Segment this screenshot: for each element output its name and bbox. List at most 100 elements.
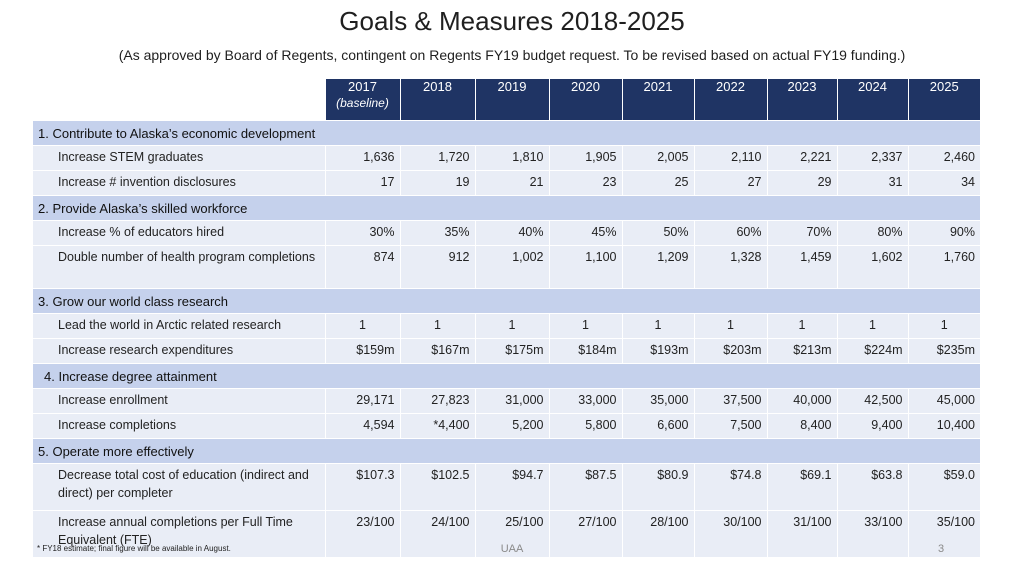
measure-value-2023: 70%	[766, 220, 837, 246]
measure-value-2017: 30%	[324, 220, 400, 246]
measure-value-2020: 1,100	[548, 245, 622, 289]
measure-value-2017: 4,594	[324, 413, 400, 439]
measure-value-2021: 35,000	[621, 388, 694, 414]
measure-label: Increase # invention disclosures	[33, 170, 325, 196]
measure-value-2022: 27	[693, 170, 767, 196]
measure-row: Double number of health program completi…	[33, 245, 980, 289]
measure-value-2018: 27,823	[399, 388, 475, 414]
measure-value-2017: $107.3	[324, 463, 400, 511]
measure-value-2018: 19	[399, 170, 475, 196]
measure-value-2021: $80.9	[621, 463, 694, 511]
measure-value-2025: 1	[907, 313, 980, 339]
measure-value-2025: 34	[907, 170, 980, 196]
footer-label: UAA	[500, 543, 524, 555]
measure-value-2021: 6,600	[621, 413, 694, 439]
measure-value-2019: 21	[474, 170, 549, 196]
measure-value-2022: 1	[693, 313, 767, 339]
measure-row: Increase # invention disclosures 17 19 21 23…	[33, 170, 980, 196]
measure-row: Increase annual completions per Full Tim…	[33, 510, 980, 557]
measure-value-2020: 33,000	[548, 388, 622, 414]
goal-label: 4. Increase degree attainment	[33, 363, 980, 389]
measure-label: Increase annual completions per Full Tim…	[33, 510, 325, 557]
measure-value-2019: $94.7	[474, 463, 549, 511]
header-year-2017: 2017 (baseline)	[324, 79, 400, 121]
measure-value-2021: $193m	[621, 338, 694, 364]
goal-row: 1. Contribute to Alaska’s economic devel…	[33, 120, 980, 146]
header-year-label: 2017	[348, 79, 377, 94]
measure-value-2017: 23/100	[324, 510, 400, 557]
measure-row: Increase completions 4,594 *4,400 5,200 5,80…	[33, 413, 980, 439]
measure-value-2018: $167m	[399, 338, 475, 364]
goal-row: 4. Increase degree attainment	[33, 363, 980, 389]
measure-value-2021: 2,005	[621, 145, 694, 171]
measure-value-2017: 17	[324, 170, 400, 196]
measure-value-2020: 45%	[548, 220, 622, 246]
measure-value-2018: *4,400	[399, 413, 475, 439]
measure-value-2018: 1,720	[399, 145, 475, 171]
header-year-2022: 2022	[693, 79, 767, 121]
measure-value-2021: 28/100	[621, 510, 694, 557]
measure-value-2019: 25/100	[474, 510, 549, 557]
measure-label: Lead the world in Arctic related researc…	[33, 313, 325, 339]
measure-value-2025: $235m	[907, 338, 980, 364]
goals-table: 2017 (baseline) 2018 2019 2020 2021 2022…	[33, 79, 980, 557]
measure-value-2024: 42,500	[836, 388, 908, 414]
measure-value-2022: 37,500	[693, 388, 767, 414]
measure-value-2021: 25	[621, 170, 694, 196]
measure-value-2022: $74.8	[693, 463, 767, 511]
measure-value-2024: 2,337	[836, 145, 908, 171]
measure-value-2018: 912	[399, 245, 475, 289]
measure-value-2025: 45,000	[907, 388, 980, 414]
measure-label: Increase research expenditures	[33, 338, 325, 364]
goal-row: 3. Grow our world class research	[33, 288, 980, 314]
page-subtitle: (As approved by Board of Regents, contin…	[118, 47, 906, 63]
measure-value-2024: 31	[836, 170, 908, 196]
measure-label: Double number of health program completi…	[33, 245, 325, 289]
page-number: 3	[938, 543, 945, 555]
measure-value-2022: 30/100	[693, 510, 767, 557]
measure-label: Increase % of educators hired	[33, 220, 325, 246]
goal-label: 5. Operate more effectively	[33, 438, 980, 464]
measure-label: Increase STEM graduates	[33, 145, 325, 171]
measure-row: Decrease total cost of education (indire…	[33, 463, 980, 511]
measure-label: Increase completions	[33, 413, 325, 439]
measure-value-2023: 40,000	[766, 388, 837, 414]
measure-value-2019: 5,200	[474, 413, 549, 439]
header-year-2025: 2025	[907, 79, 980, 121]
measure-value-2021: 1,209	[621, 245, 694, 289]
measure-value-2021: 1	[621, 313, 694, 339]
measure-label: Increase enrollment	[33, 388, 325, 414]
measure-row: Increase research expenditures $159m $167m…	[33, 338, 980, 364]
header-row: 2017 (baseline) 2018 2019 2020 2021 2022…	[33, 79, 980, 121]
measure-value-2021: 50%	[621, 220, 694, 246]
measure-value-2019: 1	[474, 313, 549, 339]
page-title: Goals & Measures 2018-2025	[339, 6, 685, 36]
measure-value-2017: 874	[324, 245, 400, 289]
goal-label: 1. Contribute to Alaska’s economic devel…	[33, 120, 980, 146]
measure-value-2022: 2,110	[693, 145, 767, 171]
measure-value-2023: 8,400	[766, 413, 837, 439]
header-year-2018: 2018	[399, 79, 475, 121]
measure-value-2020: 1	[548, 313, 622, 339]
measure-value-2022: 7,500	[693, 413, 767, 439]
measure-value-2017: 1,636	[324, 145, 400, 171]
measure-value-2025: 2,460	[907, 145, 980, 171]
footnote: * FY18 estimate; final figure will be av…	[37, 544, 231, 553]
measure-value-2020: 27/100	[548, 510, 622, 557]
measure-value-2024: 80%	[836, 220, 908, 246]
measure-value-2020: $87.5	[548, 463, 622, 511]
measure-value-2022: 1,328	[693, 245, 767, 289]
measure-value-2018: 1	[399, 313, 475, 339]
goal-label: 3. Grow our world class research	[33, 288, 980, 314]
goal-label: 2. Provide Alaska’s skilled workforce	[33, 195, 980, 221]
measure-value-2023: $213m	[766, 338, 837, 364]
measure-value-2019: 40%	[474, 220, 549, 246]
header-blank-cell	[33, 79, 325, 121]
measure-value-2022: 60%	[693, 220, 767, 246]
baseline-note: (baseline)	[336, 96, 389, 110]
measure-label: Decrease total cost of education (indire…	[33, 463, 325, 511]
measure-value-2023: 2,221	[766, 145, 837, 171]
measure-value-2023: 1,459	[766, 245, 837, 289]
header-year-2023: 2023	[766, 79, 837, 121]
goal-row: 5. Operate more effectively	[33, 438, 980, 464]
